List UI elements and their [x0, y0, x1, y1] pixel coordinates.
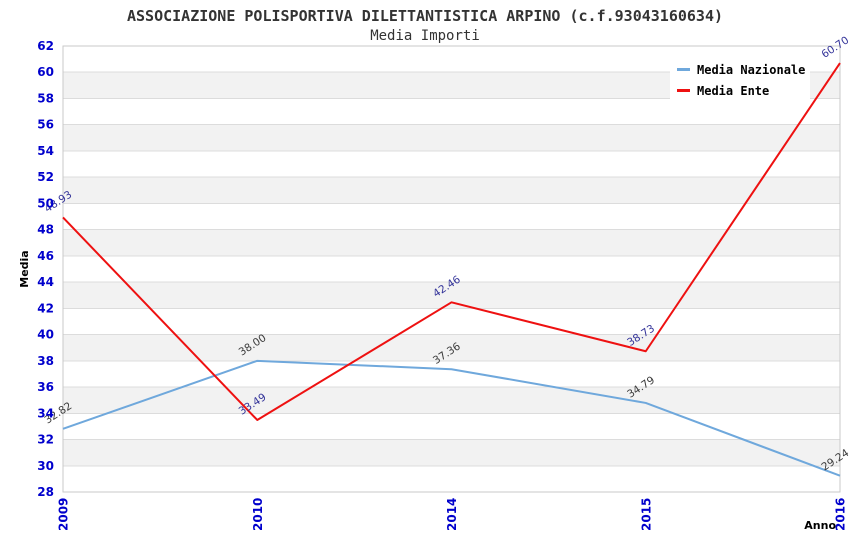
x-tick-label: 2016	[834, 498, 848, 531]
plot-band	[63, 177, 840, 204]
y-tick-label: 62	[37, 39, 54, 53]
y-tick-label: 34	[37, 406, 54, 420]
y-tick-label: 58	[37, 91, 54, 105]
legend-swatch-media-ente	[677, 89, 690, 92]
series-line-media-nazionale	[62, 359, 841, 477]
plot-border	[62, 45, 841, 493]
chart-title: ASSOCIAZIONE POLISPORTIVA DILETTANTISTIC…	[126, 7, 724, 25]
plot-band	[63, 387, 840, 414]
y-tick-label: 54	[37, 144, 54, 158]
y-tick-label: 28	[37, 485, 54, 499]
x-tick-label: 2009	[57, 498, 71, 531]
y-tick-label: 56	[37, 118, 54, 132]
chart-subtitle: Media Importi	[370, 28, 480, 44]
plot-band	[63, 439, 840, 466]
y-axis-title: Media	[18, 250, 31, 287]
y-tick-label: 50	[37, 196, 54, 210]
y-tick-label: 32	[37, 433, 54, 447]
plot-band	[63, 124, 840, 151]
x-tick-label: 2010	[251, 498, 265, 531]
y-tick-label: 60	[37, 65, 54, 79]
plot-band	[63, 282, 840, 309]
y-tick-label: 38	[37, 354, 54, 368]
x-axis-title: Anno	[804, 519, 836, 532]
y-tick-label: 42	[37, 301, 54, 315]
legend-item-media-ente: Media Ente	[670, 80, 810, 101]
y-tick-label: 30	[37, 459, 54, 473]
plot-band	[63, 334, 840, 361]
legend-label-media-nazionale: Media Nazionale	[697, 62, 806, 77]
x-tick-label: 2014	[445, 498, 459, 531]
series-line-media-ente	[62, 62, 841, 421]
legend-item-media-nazionale: Media Nazionale	[670, 59, 810, 80]
y-tick-label: 52	[37, 170, 54, 184]
x-tick-label: 2015	[639, 498, 653, 531]
y-tick-label: 44	[37, 275, 54, 289]
legend: Media Nazionale Media Ente	[670, 58, 810, 102]
plot-band	[63, 229, 840, 256]
legend-swatch-media-nazionale	[677, 68, 690, 71]
y-tick-label: 40	[37, 328, 54, 342]
legend-label-media-ente: Media Ente	[697, 83, 770, 98]
y-tick-label: 48	[37, 223, 54, 237]
y-tick-label: 36	[37, 380, 54, 394]
y-tick-label: 46	[37, 249, 54, 263]
data-label: 60.70	[819, 34, 850, 60]
